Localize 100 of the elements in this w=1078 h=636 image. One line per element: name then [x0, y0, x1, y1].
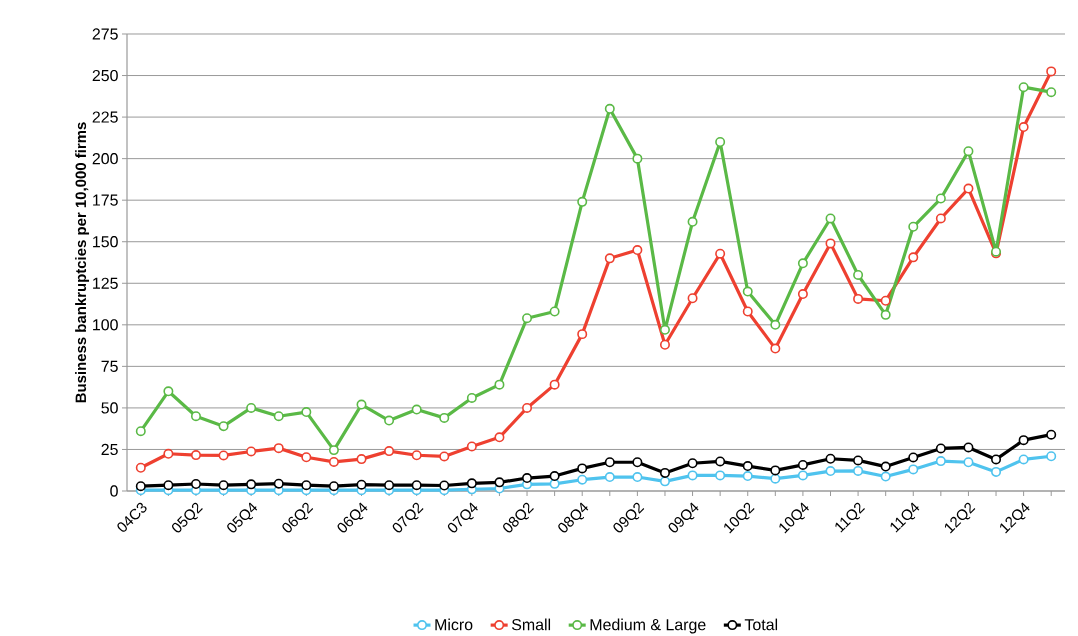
point	[963, 442, 974, 453]
point	[494, 477, 505, 488]
point	[687, 293, 698, 304]
y-tick-label: 75	[101, 360, 118, 373]
point	[742, 286, 753, 297]
point	[1046, 66, 1057, 77]
point	[439, 451, 450, 462]
point	[963, 146, 974, 157]
point	[384, 480, 395, 491]
point	[577, 329, 588, 340]
point	[1018, 454, 1029, 465]
point	[1018, 82, 1029, 93]
point	[246, 403, 257, 414]
point	[853, 270, 864, 281]
point	[797, 258, 808, 269]
point	[301, 407, 312, 418]
point	[135, 481, 146, 492]
point	[163, 386, 174, 397]
point	[963, 457, 974, 468]
point	[135, 426, 146, 437]
point	[770, 320, 781, 331]
point	[797, 470, 808, 481]
point	[549, 471, 560, 482]
point	[411, 404, 422, 415]
point	[218, 421, 229, 432]
point	[384, 415, 395, 426]
point	[549, 379, 560, 390]
point	[659, 468, 670, 479]
y-tick-label: 125	[93, 277, 118, 290]
y-tick-label: 200	[92, 153, 118, 165]
point	[687, 458, 698, 469]
point	[604, 472, 615, 483]
y-tick-label: 250	[92, 70, 118, 82]
point	[742, 461, 753, 472]
point	[908, 464, 919, 475]
y-tick-label: 50	[101, 402, 118, 414]
point	[659, 476, 670, 487]
point	[632, 245, 643, 256]
point	[880, 310, 891, 321]
point	[522, 473, 533, 484]
point	[825, 453, 836, 464]
point	[797, 460, 808, 471]
point	[190, 411, 201, 422]
point	[825, 213, 836, 224]
point	[1046, 87, 1057, 98]
point	[384, 446, 395, 457]
point	[880, 461, 891, 472]
point	[935, 193, 946, 204]
y-tick-label: 225	[92, 111, 118, 123]
point	[770, 473, 781, 484]
legend-label: Medium & Large	[590, 618, 706, 634]
point	[659, 339, 670, 350]
point	[659, 325, 670, 335]
point	[218, 450, 229, 461]
point	[411, 450, 422, 461]
point	[935, 456, 946, 467]
point	[770, 343, 781, 354]
y-tick-label: 175	[93, 194, 118, 206]
point	[1046, 429, 1057, 440]
point	[273, 443, 284, 454]
point	[549, 306, 560, 317]
point	[494, 432, 505, 443]
point	[273, 411, 284, 422]
point	[880, 471, 891, 482]
point	[715, 470, 726, 481]
point	[632, 472, 643, 483]
point	[991, 454, 1002, 465]
point	[715, 248, 726, 259]
point	[301, 452, 312, 463]
point	[687, 470, 698, 481]
point	[632, 153, 643, 164]
point	[963, 183, 974, 194]
point	[218, 480, 229, 491]
point	[715, 137, 726, 148]
point	[522, 313, 533, 324]
point	[1046, 451, 1057, 462]
point	[577, 197, 588, 208]
point	[935, 213, 946, 224]
point	[246, 446, 257, 457]
point	[466, 478, 477, 489]
point	[466, 393, 477, 404]
y-tick-label: 100	[93, 319, 118, 331]
y-tick-label: 150	[93, 236, 118, 248]
point	[163, 480, 174, 491]
point	[604, 253, 615, 264]
point	[935, 443, 946, 454]
point	[825, 466, 836, 477]
point	[246, 479, 257, 490]
point	[880, 295, 891, 306]
point	[908, 252, 919, 263]
point	[273, 478, 284, 489]
point	[356, 454, 367, 465]
point	[742, 306, 753, 317]
point	[328, 481, 339, 492]
point	[328, 445, 339, 456]
point	[853, 294, 864, 305]
y-axis-title: Business bankruptcies per 10,000 firms	[75, 122, 90, 403]
point	[1018, 122, 1029, 133]
point	[411, 480, 422, 491]
point	[825, 238, 836, 249]
